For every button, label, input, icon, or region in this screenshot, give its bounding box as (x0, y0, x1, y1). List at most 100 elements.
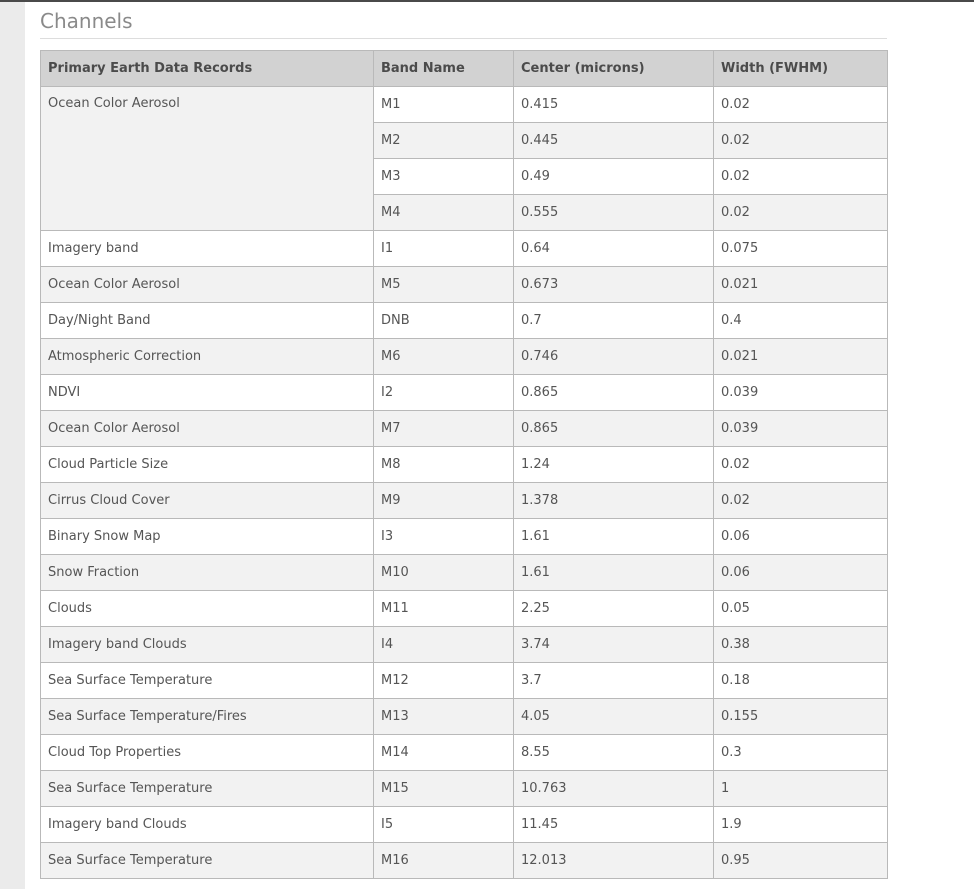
cell-width: 0.021 (713, 338, 888, 375)
cell-center: 0.865 (513, 374, 714, 411)
table-row: Cloud Top Properties M14 8.55 0.3 (40, 734, 888, 771)
cell-width: 0.02 (713, 122, 888, 159)
cell-center: 0.673 (513, 266, 714, 303)
cell-band: I4 (373, 626, 514, 663)
cell-width: 0.06 (713, 554, 888, 591)
table-row: Sea Surface Temperature M15 10.763 1 (40, 770, 888, 807)
cell-band: M1 (373, 86, 514, 123)
cell-center: 3.7 (513, 662, 714, 699)
table-row: Cloud Particle Size M8 1.24 0.02 (40, 446, 888, 483)
top-border (0, 0, 974, 2)
cell-width: 0.039 (713, 410, 888, 447)
table-row: M4 0.555 0.02 (41, 194, 888, 231)
cell-band: M11 (373, 590, 514, 627)
cell-center: 0.7 (513, 302, 714, 339)
cell-width: 0.02 (713, 194, 888, 231)
cell-record: Cirrus Cloud Cover (40, 482, 374, 519)
cell-center: 11.45 (513, 806, 714, 843)
cell-center: 0.555 (513, 194, 714, 231)
cell-center: 0.865 (513, 410, 714, 447)
cell-band: M3 (373, 158, 514, 195)
table-row: Sea Surface Temperature M12 3.7 0.18 (40, 662, 888, 699)
cell-width: 1.9 (713, 806, 888, 843)
cell-width: 0.06 (713, 518, 888, 555)
cell-record: Binary Snow Map (40, 518, 374, 555)
cell-band: I3 (373, 518, 514, 555)
table-row: Clouds M11 2.25 0.05 (40, 590, 888, 627)
table-row: Atmospheric Correction M6 0.746 0.021 (40, 338, 888, 375)
cell-band: M16 (373, 842, 514, 879)
cell-band: M5 (373, 266, 514, 303)
cell-width: 0.02 (713, 158, 888, 195)
cell-center: 1.61 (513, 554, 714, 591)
table-row: Ocean Color Aerosol M7 0.865 0.039 (40, 410, 888, 447)
column-header-width: Width (FWHM) (713, 50, 888, 87)
cell-record: Cloud Top Properties (40, 734, 374, 771)
table-header-row: Primary Earth Data Records Band Name Cen… (40, 50, 888, 87)
table-row: M2 0.445 0.02 (41, 122, 888, 159)
cell-width: 0.4 (713, 302, 888, 339)
cell-band: M7 (373, 410, 514, 447)
cell-record: Sea Surface Temperature (40, 842, 374, 879)
cell-record: Imagery band (40, 230, 374, 267)
table-row: Ocean Color Aerosol M5 0.673 0.021 (40, 266, 888, 303)
cell-record: Cloud Particle Size (40, 446, 374, 483)
cell-width: 1 (713, 770, 888, 807)
cell-center: 8.55 (513, 734, 714, 771)
cell-band: M6 (373, 338, 514, 375)
column-header-center: Center (microns) (513, 50, 714, 87)
table-row: Sea Surface Temperature M16 12.013 0.95 (40, 842, 888, 879)
cell-center: 0.445 (513, 122, 714, 159)
cell-width: 0.02 (713, 482, 888, 519)
left-gutter (0, 2, 25, 889)
cell-record: NDVI (40, 374, 374, 411)
cell-center: 1.378 (513, 482, 714, 519)
table-body: Ocean Color Aerosol M1 0.415 0.02 M2 0.4… (40, 86, 888, 879)
column-header-band: Band Name (373, 50, 514, 87)
table-row: Snow Fraction M10 1.61 0.06 (40, 554, 888, 591)
cell-width: 0.05 (713, 590, 888, 627)
cell-width: 0.039 (713, 374, 888, 411)
content-area: Channels Primary Earth Data Records Band… (40, 2, 888, 879)
section-heading: Channels (40, 2, 887, 39)
cell-band: I2 (373, 374, 514, 411)
cell-record: Imagery band Clouds (40, 626, 374, 663)
cell-width: 0.18 (713, 662, 888, 699)
cell-band: M14 (373, 734, 514, 771)
cell-center: 4.05 (513, 698, 714, 735)
cell-record: Sea Surface Temperature/Fires (40, 698, 374, 735)
column-header-record: Primary Earth Data Records (40, 50, 374, 87)
cell-width: 0.02 (713, 86, 888, 123)
cell-band: I1 (373, 230, 514, 267)
cell-width: 0.02 (713, 446, 888, 483)
cell-band: M15 (373, 770, 514, 807)
cell-center: 12.013 (513, 842, 714, 879)
cell-record: Snow Fraction (40, 554, 374, 591)
cell-width: 0.38 (713, 626, 888, 663)
cell-band: M9 (373, 482, 514, 519)
table-row: Sea Surface Temperature/Fires M13 4.05 0.15… (40, 698, 888, 735)
cell-band: M12 (373, 662, 514, 699)
cell-center: 0.49 (513, 158, 714, 195)
cell-width: 0.3 (713, 734, 888, 771)
cell-record: Day/Night Band (40, 302, 374, 339)
cell-band: M13 (373, 698, 514, 735)
table-row: Day/Night Band DNB 0.7 0.4 (40, 302, 888, 339)
cell-band: M2 (373, 122, 514, 159)
table-row: Ocean Color Aerosol M1 0.415 0.02 (40, 86, 888, 231)
table-row: Imagery band Clouds I4 3.74 0.38 (40, 626, 888, 663)
cell-width: 0.155 (713, 698, 888, 735)
table-row: Imagery band Clouds I5 11.45 1.9 (40, 806, 888, 843)
cell-center: 0.415 (513, 86, 714, 123)
table-row: Binary Snow Map I3 1.61 0.06 (40, 518, 888, 555)
cell-width: 0.95 (713, 842, 888, 879)
cell-band: I5 (373, 806, 514, 843)
cell-width: 0.075 (713, 230, 888, 267)
table-row: Cirrus Cloud Cover M9 1.378 0.02 (40, 482, 888, 519)
cell-center: 10.763 (513, 770, 714, 807)
cell-center: 2.25 (513, 590, 714, 627)
cell-record: Imagery band Clouds (40, 806, 374, 843)
cell-record: Ocean Color Aerosol (40, 266, 374, 303)
cell-center: 1.24 (513, 446, 714, 483)
cell-center: 0.746 (513, 338, 714, 375)
